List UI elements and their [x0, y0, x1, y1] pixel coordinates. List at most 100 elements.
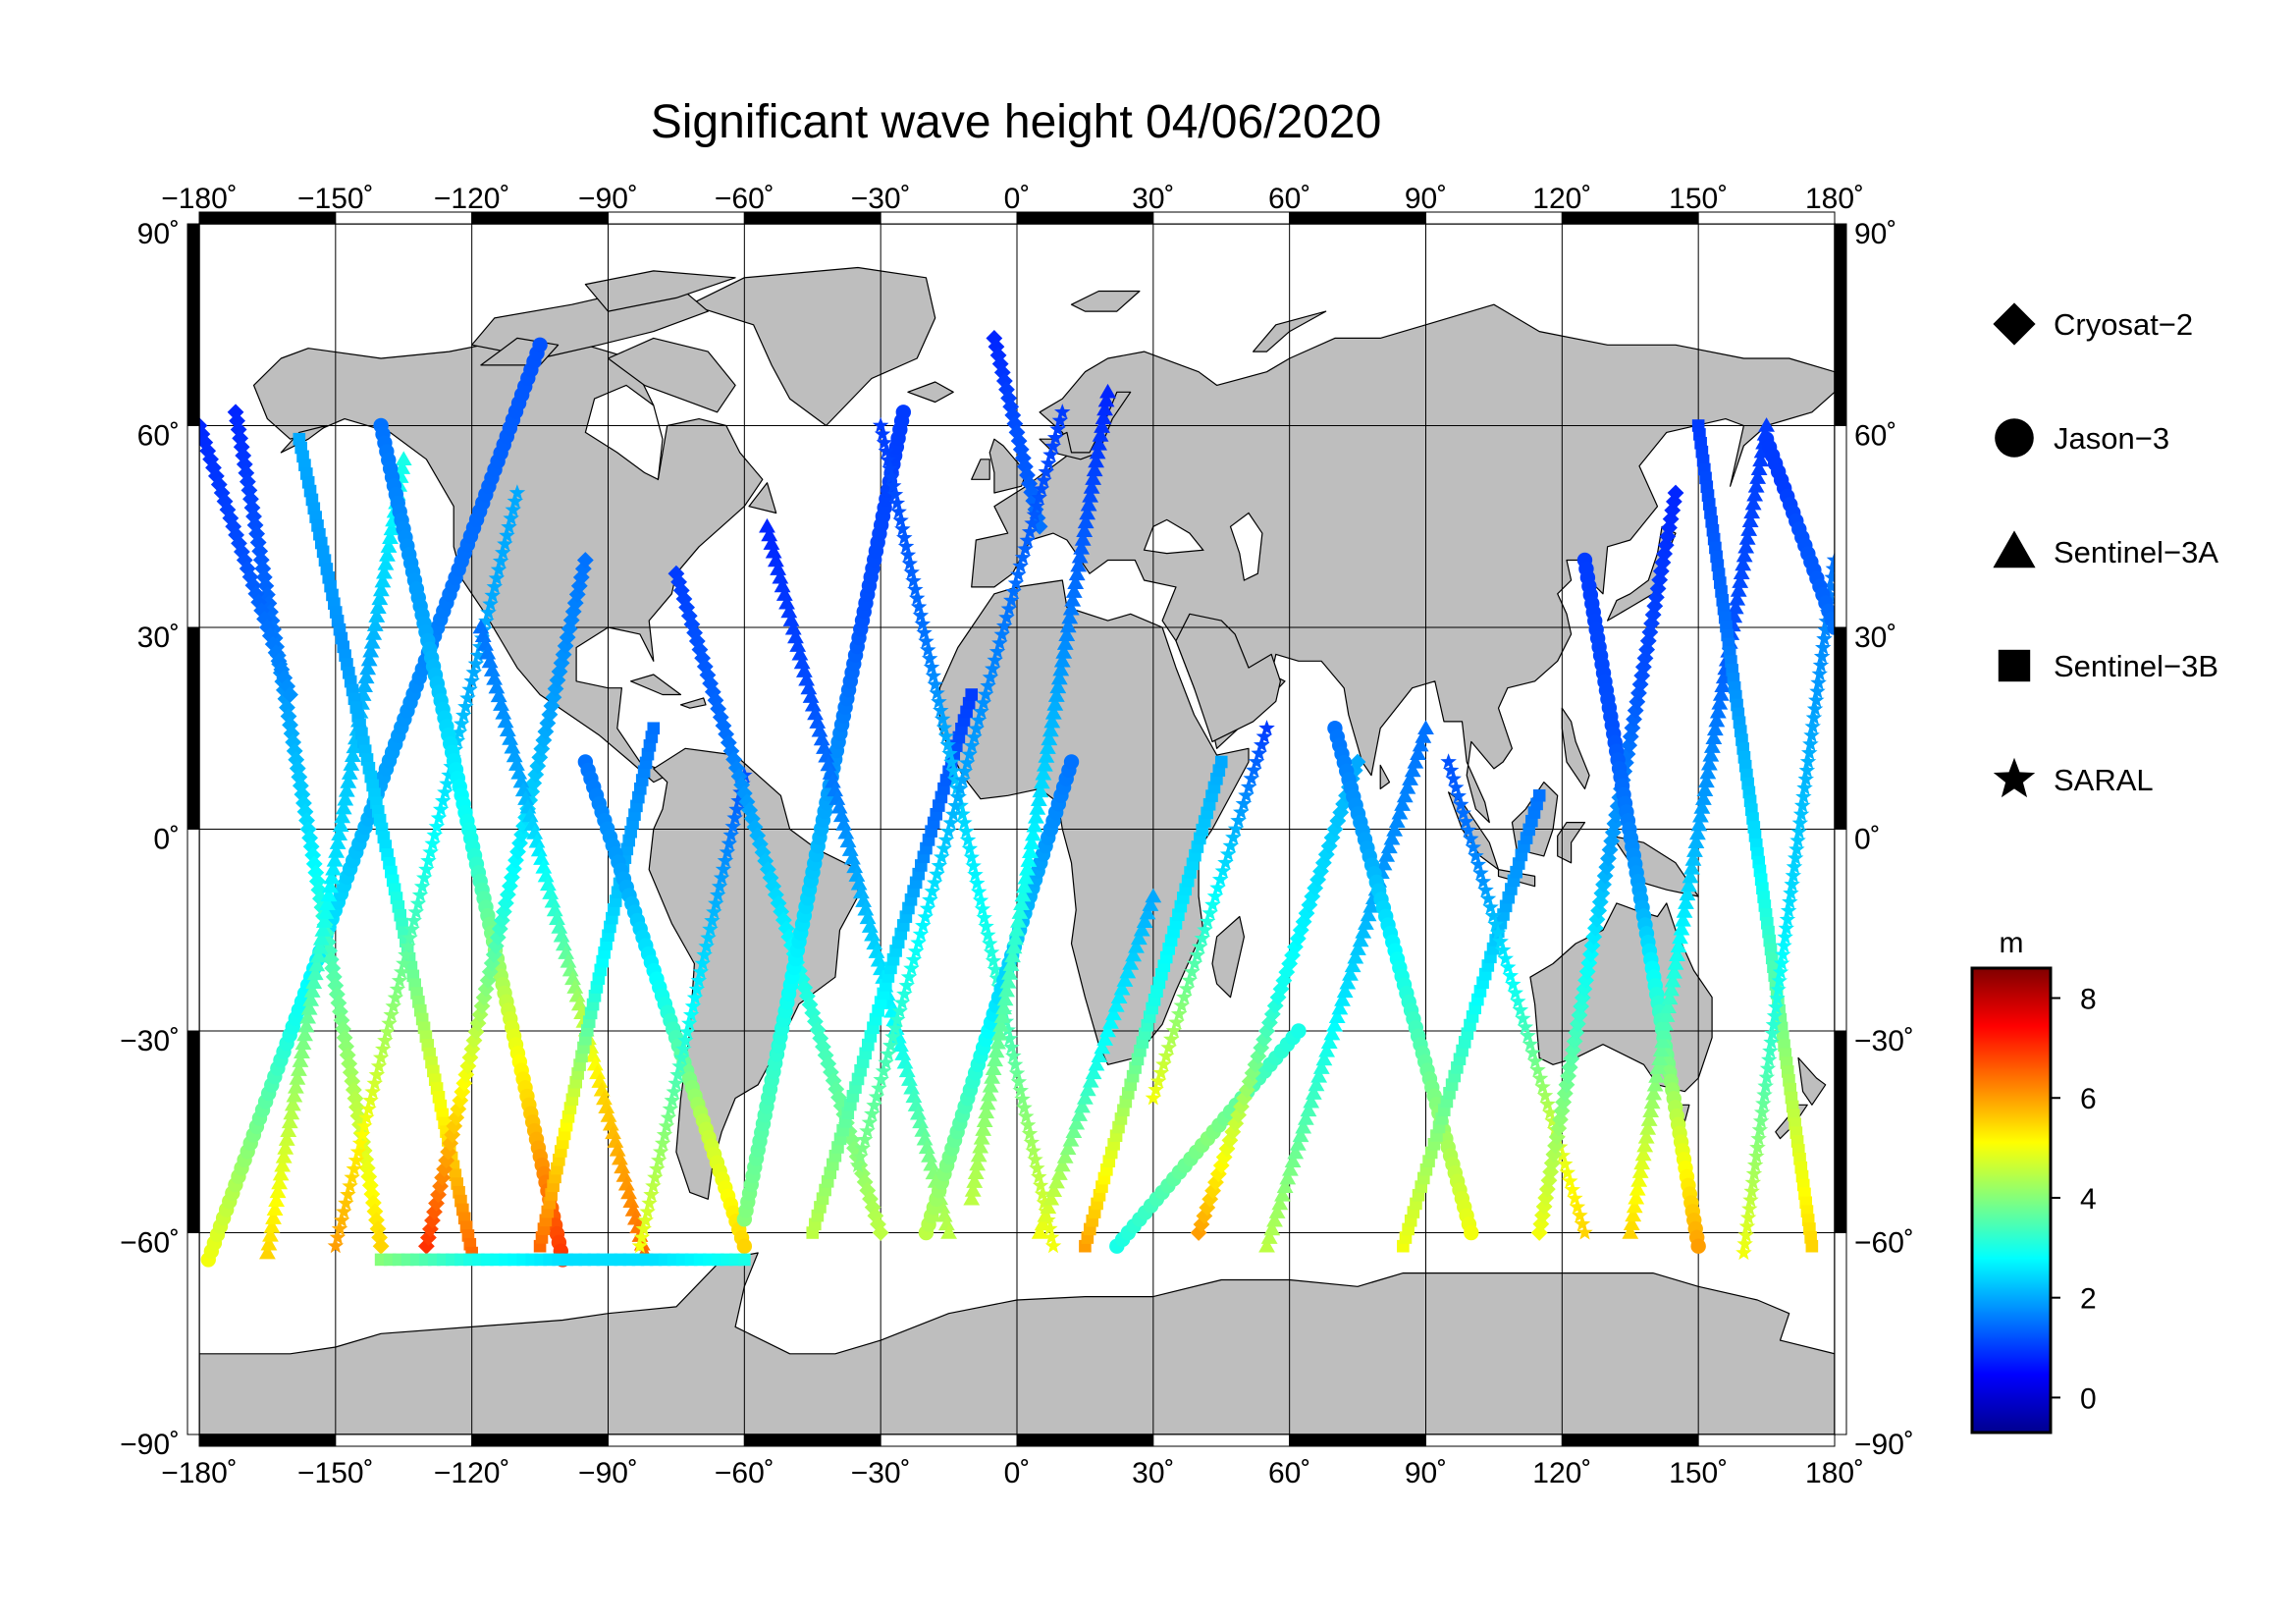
saral-marker	[459, 689, 476, 706]
cryosat-2-marker	[1617, 754, 1634, 772]
sentinel-3a-marker	[1145, 888, 1162, 903]
sentinel-3a-marker	[1683, 859, 1700, 875]
saral-marker	[439, 775, 455, 791]
sentinel-3a-marker	[360, 651, 378, 667]
saral-marker	[435, 792, 452, 808]
sentinel-3a-marker	[809, 714, 827, 729]
saral-marker	[1526, 1053, 1544, 1069]
sentinel-3a-marker	[535, 858, 553, 874]
sentinel-3a-marker	[329, 835, 347, 849]
cryosat-2-marker	[1580, 954, 1598, 972]
saral-marker	[1738, 1217, 1756, 1234]
sentinel-3a-marker	[1031, 1224, 1048, 1239]
saral-marker	[1522, 1036, 1539, 1052]
legend-label: Jason−3	[2054, 421, 2169, 456]
sentinel-3a-marker	[289, 1070, 306, 1085]
saral-marker	[660, 1109, 677, 1125]
saral-marker	[1469, 855, 1487, 872]
sentinel-3a-marker	[395, 451, 412, 466]
saral-marker	[985, 660, 1001, 676]
saral-marker	[947, 797, 964, 813]
saral-marker	[1517, 1018, 1534, 1035]
sentinel-3a-marker	[864, 926, 881, 942]
x-tick-label-top: 150˚	[1669, 183, 1728, 215]
sentinel-3a-marker	[774, 577, 791, 593]
sentinel-3a-marker	[804, 696, 822, 712]
saral-marker	[925, 667, 942, 683]
saral-marker	[690, 972, 708, 988]
saral-marker	[940, 823, 957, 839]
sentinel-3a-marker	[1295, 1118, 1312, 1134]
sentinel-3a-marker	[275, 1148, 293, 1163]
sentinel-3a-marker	[1102, 1014, 1119, 1029]
saral-marker	[922, 892, 938, 907]
sentinel-3a-marker	[1663, 981, 1680, 997]
saral-marker	[1479, 890, 1497, 906]
y-tick-label-left: −30˚	[120, 1025, 180, 1057]
saral-marker	[1160, 1039, 1177, 1055]
cryosat-2-marker	[1629, 693, 1646, 711]
saral-marker	[342, 1177, 358, 1194]
sentinel-3a-marker	[1022, 843, 1039, 859]
saral-marker	[1054, 404, 1071, 419]
land-sulawesi	[1557, 822, 1586, 864]
saral-marker	[907, 943, 925, 959]
sentinel-3a-marker	[1064, 591, 1082, 607]
cryosat-2-marker	[232, 429, 249, 447]
sentinel-3a-marker	[1297, 1110, 1314, 1125]
sentinel-3a-marker	[844, 849, 861, 865]
saral-marker	[631, 1237, 649, 1254]
saral-marker	[379, 1023, 396, 1040]
saral-marker	[469, 647, 487, 663]
cryosat-2-marker	[1627, 702, 1644, 720]
sentinel-3a-marker	[1077, 514, 1095, 529]
x-tick-label-bottom: 180˚	[1805, 1457, 1864, 1489]
track	[806, 688, 979, 1239]
legend-label: Sentinel−3A	[2054, 535, 2218, 569]
sentinel-3a-marker	[1045, 1182, 1063, 1197]
saral-marker	[1199, 913, 1216, 929]
sentinel-3a-marker	[1086, 461, 1103, 477]
saral-marker	[918, 632, 934, 649]
saral-marker	[360, 1101, 377, 1116]
sentinel-3a-marker	[1099, 383, 1116, 399]
cryosat-2-marker	[312, 890, 329, 907]
saral-marker	[1032, 1176, 1049, 1193]
sentinel-3a-marker	[1008, 921, 1026, 937]
cryosat-2-marker	[225, 517, 242, 535]
saral-marker	[1500, 958, 1517, 975]
cryosat-2-marker	[349, 1108, 367, 1124]
saral-marker	[1003, 591, 1020, 608]
hudson-bay	[584, 384, 664, 481]
sentinel-3a-marker	[1735, 556, 1752, 571]
sentinel-3a-marker	[1679, 886, 1696, 901]
sentinel-3a-marker	[1315, 1051, 1333, 1066]
sentinel-3a-marker	[1730, 582, 1747, 597]
saral-marker	[1497, 949, 1514, 966]
saral-marker	[961, 745, 978, 762]
saral-marker	[713, 869, 730, 886]
saral-marker	[1484, 907, 1502, 923]
sentinel-3a-marker	[1634, 1146, 1652, 1162]
saral-marker	[633, 1228, 651, 1245]
x-tick-label-bottom: −180˚	[161, 1457, 238, 1489]
saral-marker	[1254, 736, 1270, 752]
saral-marker	[1023, 1134, 1041, 1150]
saral-marker	[503, 510, 519, 526]
sentinel-3a-marker	[280, 1122, 297, 1137]
sentinel-3a-marker	[344, 747, 361, 763]
sentinel-3a-marker	[1305, 1085, 1322, 1100]
sentinel-3a-marker	[795, 663, 813, 677]
saral-marker	[1194, 930, 1210, 946]
saral-marker	[422, 843, 439, 860]
legend-label: Cryosat−2	[2054, 307, 2193, 342]
saral-marker	[905, 951, 923, 967]
saral-marker	[907, 581, 924, 597]
sentinel-3a-marker	[479, 644, 497, 660]
cryosat-2-marker	[1630, 684, 1647, 702]
saral-marker	[684, 998, 702, 1014]
saral-marker	[954, 772, 971, 787]
saral-marker	[874, 425, 891, 442]
saral-marker	[910, 598, 928, 615]
sentinel-3a-marker	[472, 619, 490, 634]
